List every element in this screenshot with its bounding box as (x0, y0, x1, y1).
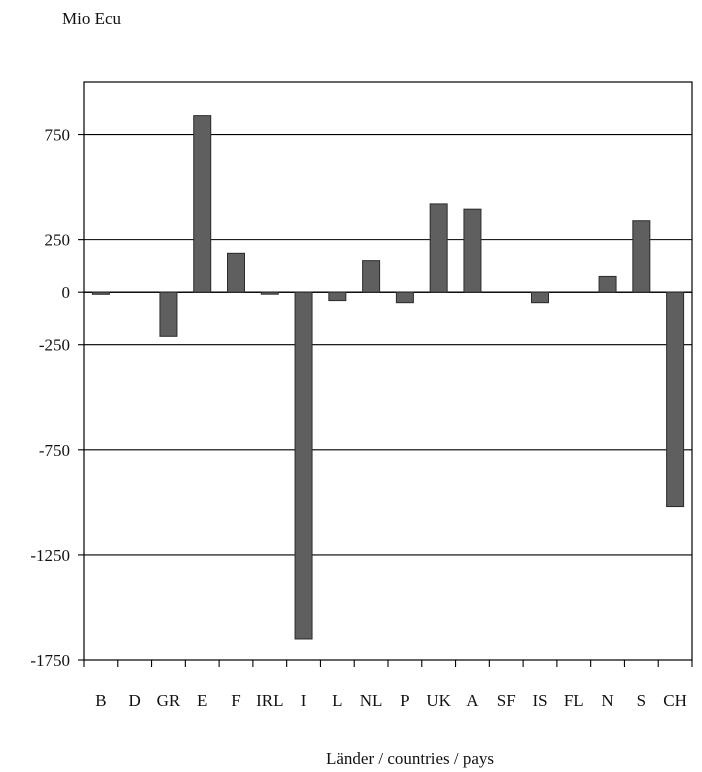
y-tick-label: -1750 (30, 651, 70, 670)
bar-uk (429, 203, 448, 293)
x-tick-label: I (301, 691, 307, 710)
y-tick-label: 750 (45, 126, 71, 145)
x-tick-label: S (637, 691, 646, 710)
bar-e (193, 115, 212, 293)
bar-irl (260, 291, 279, 295)
y-tick-label: -250 (39, 336, 70, 355)
x-tick-label: SF (497, 691, 516, 710)
x-tick-label: FL (564, 691, 584, 710)
x-tick-label: D (129, 691, 141, 710)
bar-s (632, 220, 651, 293)
bar-nl (362, 260, 381, 293)
y-tick-label: 0 (62, 283, 71, 302)
bar-b (91, 291, 110, 295)
bar-is (531, 291, 549, 304)
plot-area: 750 250 0 -250 -750 -1250 -1750 B D GR E F IRL I L NL P U… (30, 81, 693, 710)
x-tick-label: E (197, 691, 207, 710)
plot-frame (83, 81, 693, 661)
y-tick-label: -750 (39, 441, 70, 460)
x-tick-label: A (466, 691, 479, 710)
bar-f (227, 252, 245, 293)
y-unit-label: Mio Ecu (62, 9, 122, 28)
bar-ch (666, 291, 685, 508)
x-tick-label: NL (360, 691, 383, 710)
x-tick-label: GR (157, 691, 181, 710)
x-tick-label: F (231, 691, 240, 710)
x-tick-label: L (332, 691, 342, 710)
y-tick-label: -1250 (30, 546, 70, 565)
x-tick-label: P (400, 691, 409, 710)
y-tick-label: 250 (45, 231, 71, 250)
x-tick-label: CH (663, 691, 687, 710)
x-tick-label: IRL (256, 691, 283, 710)
x-tick-label: IS (532, 691, 547, 710)
bar-gr (159, 291, 178, 337)
bar-a (463, 208, 482, 293)
x-tick-label: N (601, 691, 613, 710)
x-tick-label: UK (426, 691, 451, 710)
x-tick-label: B (95, 691, 106, 710)
bar-l (328, 291, 347, 302)
bar-n (598, 275, 617, 293)
bar-i (294, 291, 313, 640)
bar-p (395, 291, 414, 304)
x-axis-label: Länder / countries / pays (326, 749, 494, 768)
